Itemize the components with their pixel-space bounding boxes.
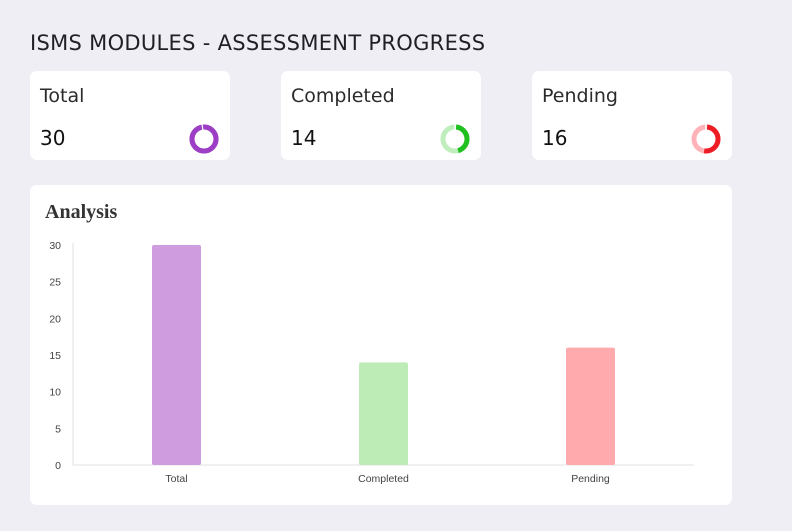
bar-total	[152, 245, 201, 465]
donut-pending-icon	[691, 124, 721, 154]
x-tick-label: Completed	[358, 473, 409, 485]
y-tick-label: 5	[55, 423, 61, 435]
donut-completed-icon	[440, 124, 470, 154]
x-tick-label: Total	[165, 473, 187, 485]
y-tick-label: 15	[49, 350, 61, 362]
bar-pending	[566, 347, 615, 465]
completed-card-value: 14	[291, 126, 317, 150]
y-tick-label: 0	[55, 460, 61, 472]
y-tick-label: 25	[49, 277, 61, 289]
pending-card: Pending 16	[532, 71, 732, 160]
pending-card-label: Pending	[542, 85, 618, 107]
y-tick-label: 10	[49, 387, 61, 399]
y-tick-label: 20	[49, 313, 61, 325]
donut-progress	[440, 124, 470, 154]
pending-card-value: 16	[542, 126, 568, 150]
completed-card: Completed 14	[281, 71, 481, 160]
bar-completed	[359, 362, 408, 465]
donut-progress	[691, 124, 721, 154]
total-card-label: Total	[40, 85, 85, 107]
page-title: ISMS MODULES - ASSESSMENT PROGRESS	[30, 31, 486, 55]
total-card-value: 30	[40, 126, 66, 150]
donut-total-icon	[189, 123, 219, 154]
completed-card-label: Completed	[291, 85, 395, 107]
total-card: Total 30	[30, 71, 230, 160]
analysis-card: Analysis 0 5 10 15 20 25 30 Total Completed Pendi…	[30, 185, 732, 505]
donut-progress	[189, 124, 219, 154]
donut-gap	[201, 123, 204, 132]
bar-chart: 0 5 10 15 20 25 30 Total Completed Pending	[49, 240, 694, 485]
y-tick-label: 30	[49, 240, 61, 252]
x-tick-label: Pending	[571, 473, 610, 485]
analysis-title: Analysis	[45, 201, 118, 223]
